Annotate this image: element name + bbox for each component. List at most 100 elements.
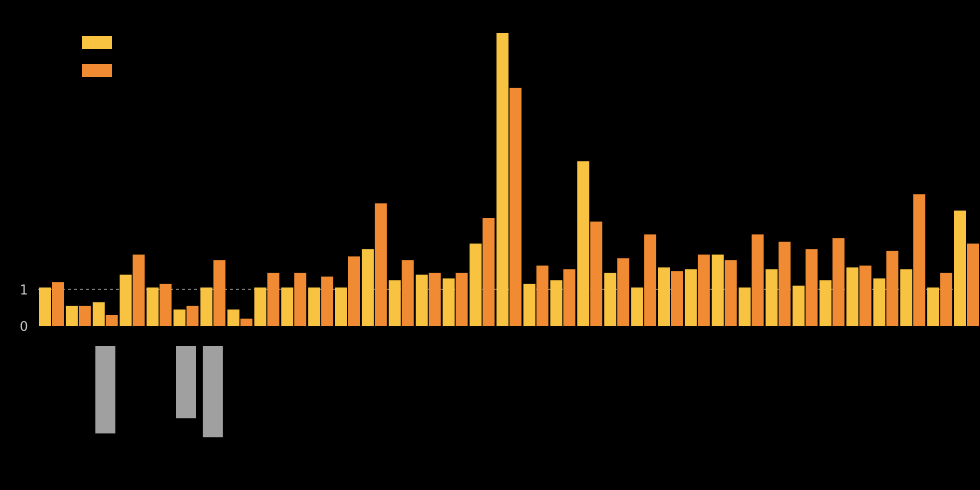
category-indicator-14 (391, 346, 412, 407)
bar-series-2-cat-15 (428, 272, 441, 326)
bar-series-1-cat-11 (308, 287, 321, 326)
bar-series-2-cat-35 (967, 243, 979, 326)
bar-series-1-cat-5 (146, 287, 159, 326)
category-indicator-31 (848, 346, 869, 426)
category-indicator-bars (41, 346, 977, 453)
bar-series-1-cat-32 (873, 278, 886, 326)
bar-series-1-cat-17 (469, 243, 482, 326)
category-indicator-25 (687, 346, 708, 419)
bar-series-1-cat-12 (335, 287, 347, 326)
bar-series-2-cat-32 (886, 250, 899, 326)
category-indicator-33 (902, 346, 923, 430)
bar-series-1-cat-18 (496, 33, 509, 326)
bar-series-2-cat-13 (374, 203, 387, 326)
bar-series-1-cat-22 (604, 272, 617, 326)
category-indicator-7 (202, 346, 223, 438)
bar-series-1-cat-8 (227, 309, 240, 326)
bar-series-2-cat-3 (105, 315, 118, 326)
category-indicator-29 (795, 346, 816, 438)
bar-series-2-cat-29 (805, 249, 818, 326)
category-indicator-12 (337, 346, 358, 430)
category-indicator-6 (176, 346, 196, 419)
bar-series-1-cat-25 (684, 269, 697, 326)
category-indicator-1 (41, 346, 62, 426)
category-indicator-27 (741, 346, 762, 434)
bar-series-1-cat-10 (281, 287, 294, 326)
bar-series-2-cat-25 (697, 254, 710, 326)
bar-series-1-cat-15 (415, 274, 428, 326)
category-indicator-26 (714, 346, 735, 419)
bar-series-1-cat-4 (119, 274, 132, 326)
bar-series-1-cat-14 (388, 280, 401, 326)
category-indicator-34 (929, 346, 950, 438)
category-indicator-19 (525, 346, 546, 422)
bar-series-1-cat-1 (39, 287, 51, 326)
bar-series-2-cat-23 (644, 234, 657, 326)
category-indicator-18 (499, 346, 519, 422)
category-indicator-16 (445, 346, 466, 411)
category-indicator-15 (418, 346, 439, 434)
bar-series-1-cat-26 (711, 254, 724, 326)
bar-series-1-cat-29 (792, 285, 805, 326)
bar-series-1-cat-35 (954, 210, 966, 326)
category-indicator-20 (552, 346, 573, 430)
legend-swatch-series-1 (82, 36, 112, 49)
bar-series-1-cat-33 (900, 269, 913, 326)
bar-series-2-cat-5 (159, 283, 172, 326)
bar-series-2-cat-10 (294, 272, 307, 326)
bar-series-1-cat-34 (927, 287, 940, 326)
y-axis: 10 (20, 283, 28, 335)
bar-series-2-cat-22 (617, 258, 630, 326)
bar-series-2-cat-27 (751, 234, 764, 326)
bar-series-2-cat-9 (267, 272, 280, 326)
bar-series-1-cat-3 (92, 302, 105, 326)
bar-series-1-cat-31 (846, 267, 859, 326)
y-tick-label: 1 (20, 283, 28, 298)
legend (82, 36, 112, 77)
y-tick-label: 0 (20, 320, 28, 335)
category-indicator-11 (310, 346, 331, 422)
category-indicator-10 (283, 346, 304, 415)
category-indicator-2 (68, 346, 89, 434)
bar-series-2-cat-2 (78, 305, 91, 326)
bar-series-2-cat-11 (321, 276, 334, 326)
category-indicator-24 (660, 346, 681, 426)
category-indicator-21 (579, 346, 600, 434)
category-indicator-9 (256, 346, 277, 419)
bar-series-1-cat-21 (577, 161, 590, 326)
bar-series-2-cat-7 (213, 260, 226, 326)
bar-series-1-cat-23 (631, 287, 644, 326)
category-indicator-3 (95, 346, 116, 434)
bar-series-2-cat-17 (482, 218, 495, 326)
bar-series-1-cat-20 (550, 280, 563, 326)
category-indicator-5 (149, 346, 170, 453)
category-indicator-22 (606, 346, 627, 419)
bar-series-1-cat-13 (361, 249, 374, 326)
bar-series-2-cat-24 (671, 271, 683, 326)
bar-series-2-cat-20 (563, 269, 576, 326)
bar-series-2-cat-14 (401, 260, 414, 326)
bar-series-1-cat-27 (738, 287, 751, 326)
legend-swatch-series-2 (82, 64, 112, 77)
bar-series-2-cat-18 (509, 87, 522, 327)
bar-series-1-cat-30 (819, 280, 832, 326)
bar-series-2-cat-21 (590, 221, 603, 326)
bar-series-2-cat-12 (348, 256, 360, 326)
bar-series-2-cat-16 (455, 272, 468, 326)
bar-series-1-cat-2 (65, 305, 78, 326)
bar-series-2-cat-6 (186, 305, 199, 326)
bar-series-1-cat-19 (523, 283, 536, 326)
bar-series-2-cat-31 (859, 265, 872, 326)
bar-series-1-cat-24 (658, 267, 670, 326)
category-indicator-13 (364, 346, 385, 400)
bar-series-2-cat-30 (832, 238, 845, 326)
bar-series-2-cat-19 (536, 265, 549, 326)
bar-series-2-cat-4 (132, 254, 145, 326)
bar-series-1-cat-16 (442, 278, 455, 326)
bar-series-1-cat-9 (254, 287, 267, 326)
bar-series-2-cat-8 (240, 318, 253, 326)
bar-series-2-cat-26 (724, 260, 737, 326)
bar-series-2-cat-33 (913, 194, 926, 326)
bars (39, 33, 979, 327)
